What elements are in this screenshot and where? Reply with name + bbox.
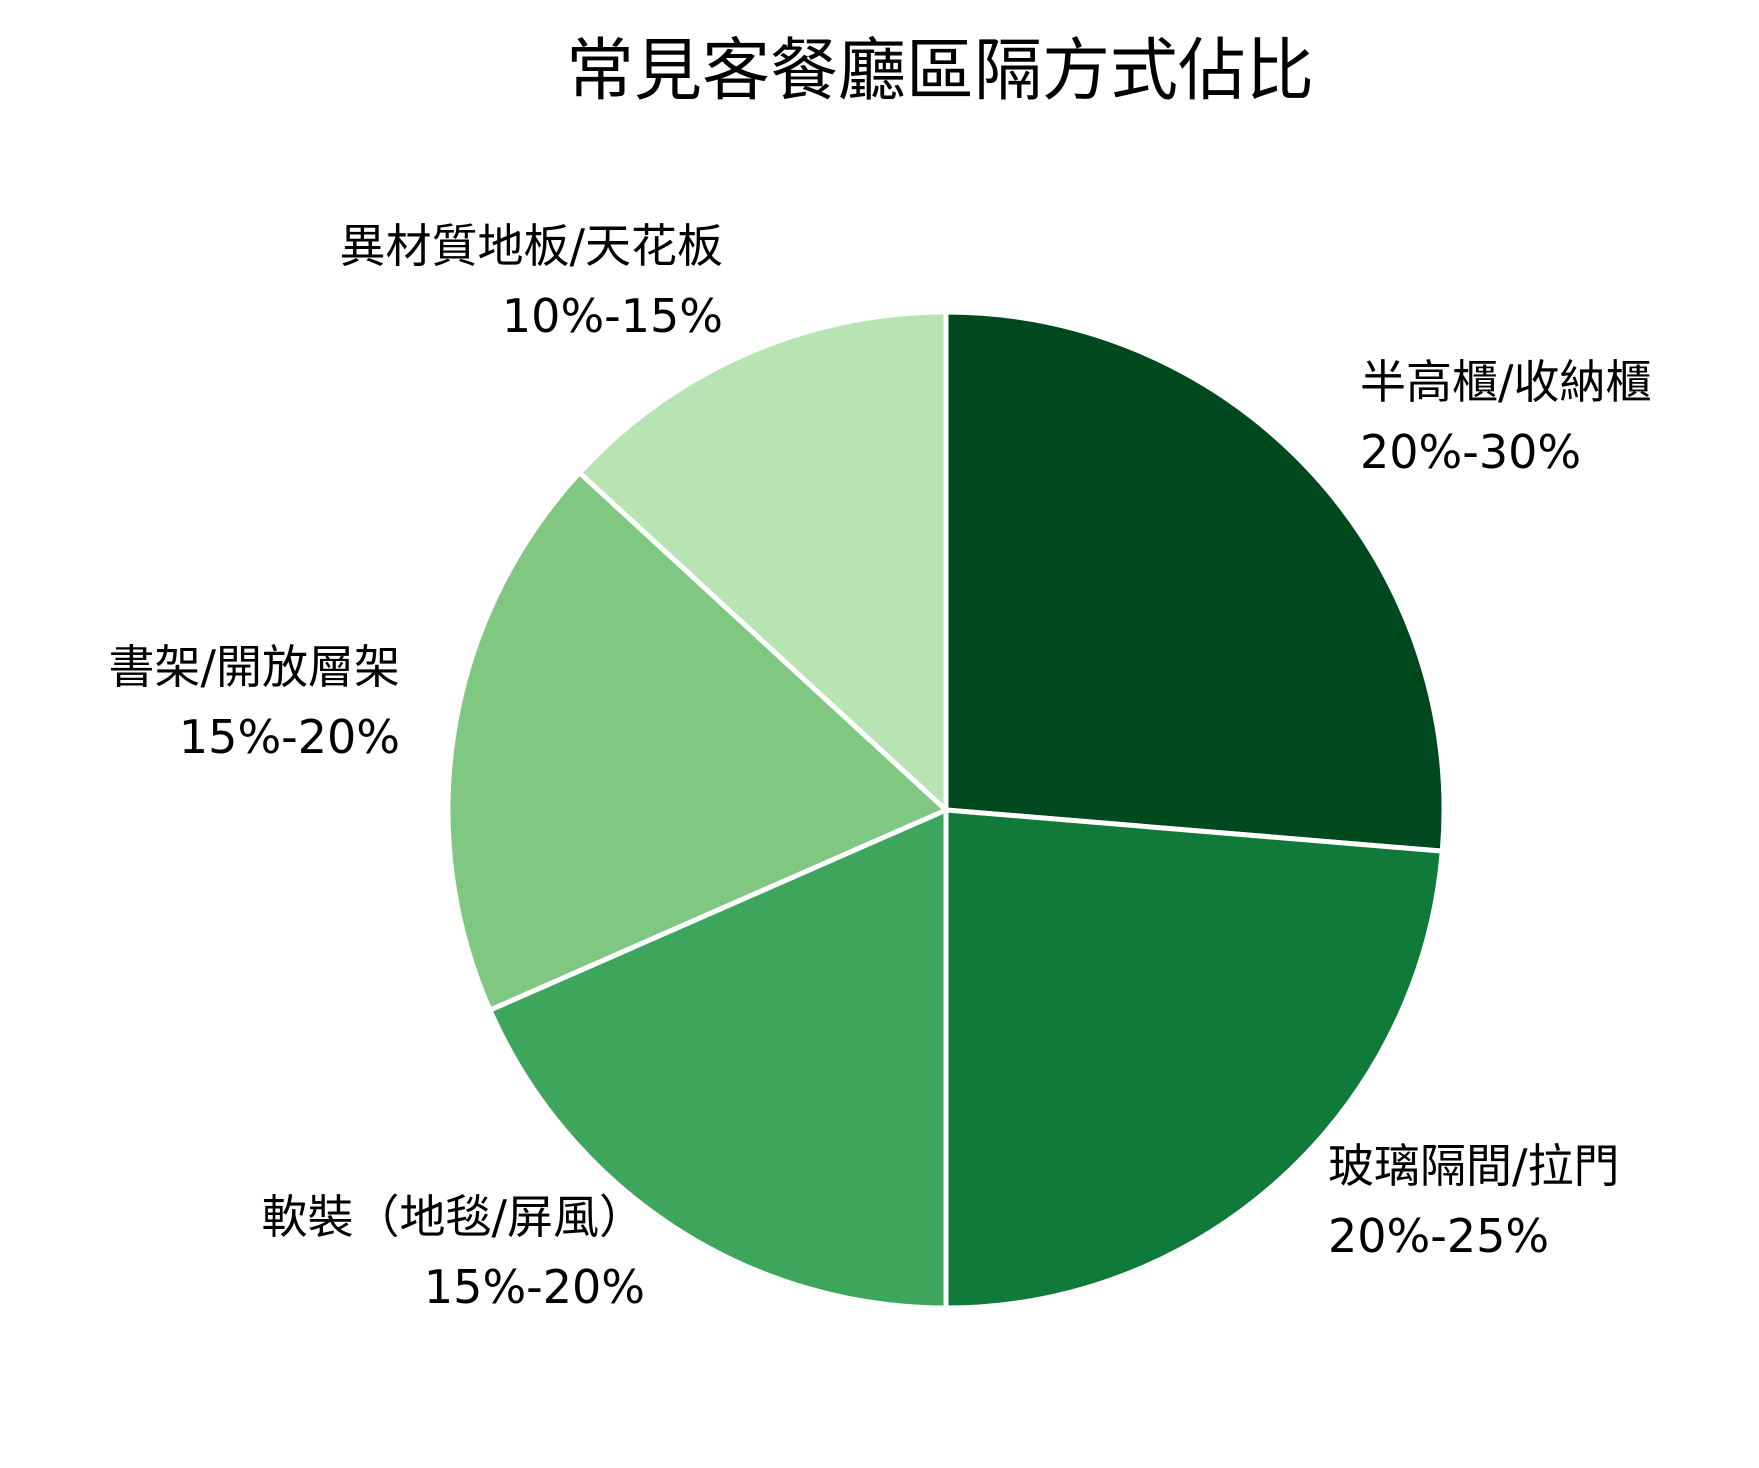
slice-label: 玻璃隔間/拉門 20%-25% (1328, 1139, 1620, 1263)
pie-slice (577, 309, 949, 813)
slice-label-name: 軟裝（地毯/屏風） (262, 1190, 646, 1244)
slice-label: 半高櫃/收納櫃 20%-30% (1360, 355, 1652, 479)
pie-slice (445, 470, 949, 1013)
slice-label-name: 書架/開放層架 (109, 640, 401, 694)
slice-labels: 半高櫃/收納櫃 20%-30% 玻璃隔間/拉門 20%-25% 軟裝（地毯/屏風） 15%… (109, 219, 1652, 1314)
pie-slice (487, 807, 949, 1311)
slice-label: 軟裝（地毯/屏風） 15%-20% (262, 1190, 646, 1314)
slice-label-name: 玻璃隔間/拉門 (1328, 1139, 1620, 1193)
slice-label-name: 異材質地板/天花板 (340, 219, 724, 273)
slice-label-range: 20%-25% (1328, 1209, 1549, 1263)
chart-title: 常見客餐廳區隔方式佔比 (566, 32, 1314, 111)
slice-label-range: 20%-30% (1360, 425, 1581, 479)
slice-label: 異材質地板/天花板 10%-15% (340, 219, 724, 343)
slice-label: 書架/開放層架 15%-20% (109, 640, 401, 764)
slice-label-range: 10%-15% (502, 289, 723, 343)
pie-slice (943, 807, 1445, 1311)
pie-slice (943, 309, 1447, 854)
pie-slices (445, 309, 1447, 1311)
slice-label-name: 半高櫃/收納櫃 (1360, 355, 1652, 409)
slice-label-range: 15%-20% (424, 1260, 645, 1314)
slice-label-range: 15%-20% (179, 710, 400, 764)
